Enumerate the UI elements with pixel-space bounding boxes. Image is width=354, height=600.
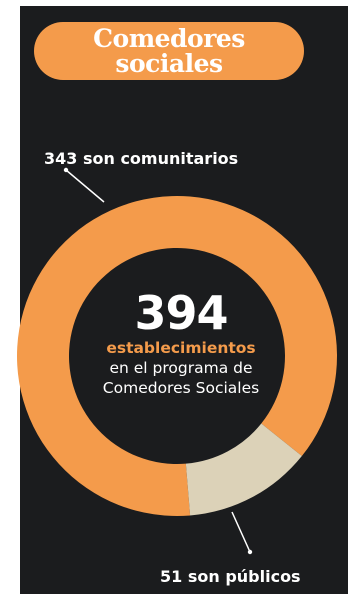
leader-dot-publicos	[247, 549, 253, 555]
total-number: 394	[134, 286, 228, 340]
center-line-2: Comedores Sociales	[102, 379, 260, 397]
leader-line-publicos	[231, 511, 251, 553]
slice-label-publicos: 51 son públicos	[160, 567, 301, 586]
center-unit-label: establecimientos	[106, 339, 256, 357]
leader-dot-comunitarios	[63, 167, 69, 173]
donut-center: 394 establecimientos en el programa de C…	[72, 288, 290, 398]
slice-label-comunitarios: 343 son comunitarios	[44, 149, 239, 168]
donut-slice-publicos	[185, 423, 302, 516]
donut-slice-comunitarios	[16, 196, 338, 517]
title-line-2: sociales	[115, 49, 223, 78]
leader-line-comunitarios	[65, 169, 105, 203]
center-line-1: en el programa de	[109, 359, 253, 377]
title-line-1: Comedores	[93, 24, 245, 53]
title-pill: Comedores sociales	[34, 22, 304, 80]
